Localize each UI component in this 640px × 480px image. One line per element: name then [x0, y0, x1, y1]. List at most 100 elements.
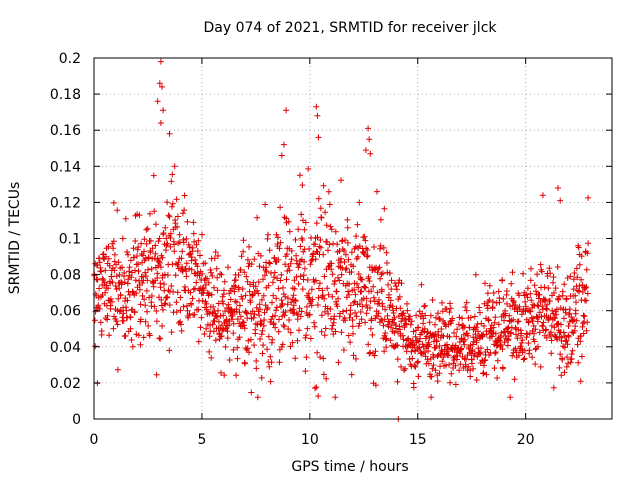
data-point: [438, 326, 445, 332]
data-point: [268, 316, 275, 323]
data-point: [257, 306, 263, 313]
data-point: [568, 351, 575, 358]
data-point: [244, 315, 251, 322]
data-point: [366, 136, 373, 143]
data-point: [299, 286, 306, 293]
data-point: [434, 378, 441, 385]
data-point: [127, 325, 134, 332]
data-point: [448, 370, 455, 377]
data-point: [402, 365, 409, 372]
data-point: [222, 343, 229, 350]
data-point: [420, 350, 426, 357]
data-point: [449, 315, 456, 322]
data-point: [300, 248, 307, 255]
data-point: [187, 289, 194, 296]
data-point: [128, 274, 135, 281]
data-point: [532, 361, 539, 368]
data-point: [275, 285, 282, 292]
data-point: [106, 262, 113, 269]
data-point: [268, 359, 275, 366]
data-point: [289, 296, 296, 303]
data-point: [219, 293, 226, 300]
data-point: [135, 332, 142, 339]
data-point: [110, 238, 117, 245]
data-point: [452, 362, 459, 369]
data-point: [524, 294, 531, 301]
data-point: [378, 286, 385, 293]
data-point: [278, 271, 285, 278]
data-point: [144, 225, 151, 232]
data-point: [557, 305, 564, 312]
data-point: [312, 256, 319, 263]
data-point: [98, 268, 105, 275]
data-point: [556, 364, 563, 371]
data-point: [114, 321, 121, 328]
data-point: [555, 296, 562, 303]
data-point: [287, 260, 294, 267]
data-point: [546, 298, 553, 304]
data-point: [325, 188, 332, 195]
data-point: [399, 332, 406, 339]
data-point: [280, 141, 287, 148]
data-point: [415, 358, 422, 365]
data-point: [271, 274, 277, 281]
data-point: [334, 303, 341, 310]
data-point: [321, 295, 328, 302]
data-point: [411, 362, 418, 369]
data-point: [131, 309, 138, 316]
data-point: [381, 348, 388, 355]
data-point: [110, 245, 117, 252]
data-point: [116, 271, 123, 278]
data-point: [146, 332, 153, 339]
data-point: [401, 367, 407, 374]
data-point: [243, 273, 250, 280]
data-point: [288, 256, 295, 263]
data-point: [337, 310, 343, 317]
data-point: [575, 359, 582, 366]
data-point: [199, 297, 206, 304]
data-point: [527, 277, 534, 284]
data-point: [161, 301, 168, 308]
data-point: [292, 298, 299, 304]
data-point: [295, 226, 302, 233]
data-point: [265, 282, 272, 289]
data-point: [258, 374, 265, 381]
data-point: [173, 309, 180, 315]
data-point: [238, 253, 245, 260]
data-point: [194, 263, 201, 270]
data-point: [178, 327, 185, 334]
data-point: [172, 272, 179, 279]
data-point: [544, 301, 551, 308]
data-point: [364, 252, 371, 259]
y-tick-label: 0.2: [59, 51, 81, 67]
data-point: [256, 263, 263, 270]
chart-title: Day 074 of 2021, SRMTID for receiver jlc…: [204, 20, 498, 36]
data-point: [294, 337, 301, 344]
data-point: [480, 331, 487, 338]
data-point: [142, 269, 149, 276]
data-point: [458, 345, 465, 352]
data-point: [469, 341, 476, 348]
data-point: [247, 281, 253, 288]
data-point: [371, 352, 378, 359]
data-point: [312, 241, 319, 248]
data-point: [431, 333, 438, 340]
data-point: [429, 297, 436, 303]
data-point: [179, 248, 186, 255]
data-point: [111, 258, 118, 265]
data-point: [143, 287, 150, 294]
data-point: [463, 299, 470, 306]
data-point: [189, 248, 196, 255]
data-point: [393, 283, 400, 290]
data-point: [300, 272, 307, 279]
data-point: [189, 295, 196, 302]
data-point: [558, 372, 565, 379]
data-point: [429, 365, 436, 372]
data-point: [287, 343, 294, 350]
data-point: [236, 309, 243, 316]
data-point: [355, 271, 362, 277]
data-point: [113, 286, 120, 292]
data-point: [345, 288, 352, 295]
data-point: [109, 279, 116, 286]
data-point: [430, 354, 437, 361]
